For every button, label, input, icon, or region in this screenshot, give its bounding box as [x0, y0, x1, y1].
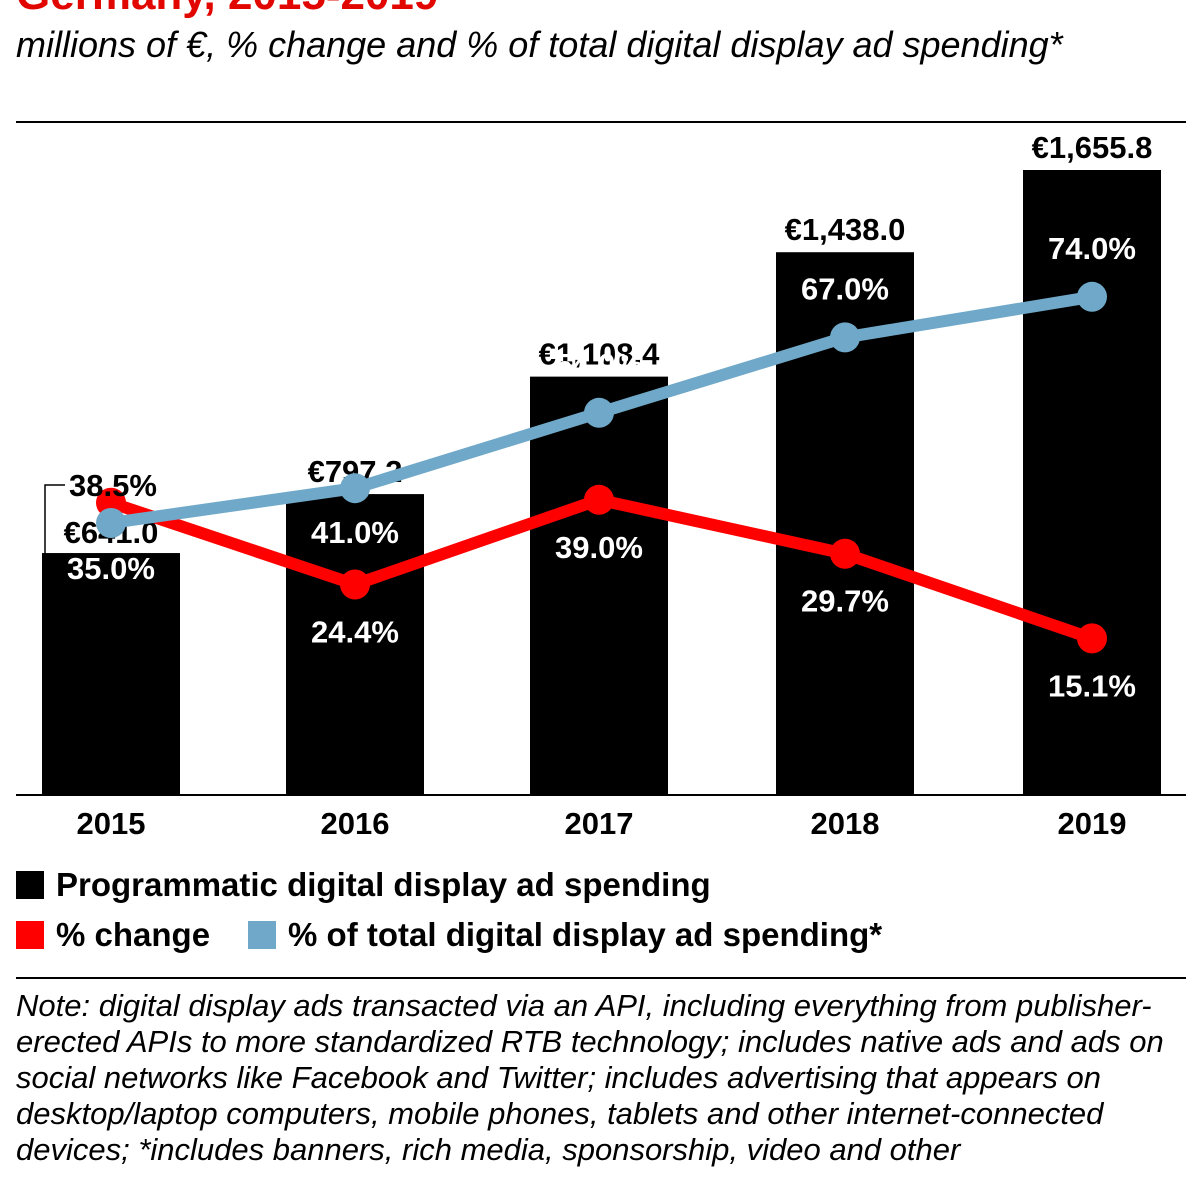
change-label-2016: 24.4%: [311, 614, 399, 649]
legend-swatch-share: [248, 921, 277, 949]
x-tick-label-2016: 2016: [321, 806, 390, 841]
top-divider: [16, 121, 1186, 123]
share-point-2017: [584, 397, 614, 428]
legend-swatch-change: [16, 921, 44, 949]
share-point-2018: [830, 322, 860, 353]
chart-subtitle: millions of €, % change and % of total d…: [16, 24, 1063, 65]
bottom-divider: [16, 977, 1186, 979]
bar-line-chart: €641.0€797.2€1,108.4€1,438.0€1,655.838.5…: [16, 130, 1186, 841]
legend-label-share: % of total digital display ad spending*: [288, 916, 883, 953]
change-leader-line-2015: [44, 484, 105, 568]
bar-2019: [1023, 170, 1161, 795]
share-label-2018: 67.0%: [801, 271, 889, 306]
change-point-2018: [830, 538, 860, 569]
change-label-2017: 39.0%: [555, 530, 643, 565]
share-label-2015: 35.0%: [67, 551, 155, 586]
bar-value-label-2018: €1,438.0: [785, 212, 906, 247]
bar-2016: [286, 494, 424, 795]
bar-2017: [530, 376, 668, 795]
share-label-2017: 54.0%: [555, 347, 643, 382]
legend-label-spending: Programmatic digital display ad spending: [56, 866, 711, 903]
legend-label-change: % change: [56, 916, 211, 953]
chart-title: Germany, 2015-2019: [16, 0, 438, 20]
share-label-2019: 74.0%: [1048, 231, 1136, 266]
footnote: Note: digital display ads transacted via…: [16, 988, 1164, 1167]
legend-item-share: % of total digital display ad spending*: [248, 916, 882, 954]
legend-row-2: % change % of total digital display ad s…: [16, 916, 920, 954]
x-tick-label-2018: 2018: [811, 806, 880, 841]
change-label-2018: 29.7%: [801, 584, 889, 619]
bar-2015: [42, 553, 180, 795]
change-label-2019: 15.1%: [1048, 668, 1136, 703]
share-point-2015: [96, 508, 126, 538]
legend-item-spending: Programmatic digital display ad spending: [16, 866, 711, 904]
share-point-2016: [340, 473, 370, 504]
x-tick-label-2019: 2019: [1058, 806, 1127, 841]
x-tick-label-2017: 2017: [565, 806, 634, 841]
change-label-2015: 38.5%: [69, 468, 157, 503]
change-point-2017: [584, 484, 614, 515]
legend-row-1: Programmatic digital display ad spending: [16, 866, 749, 904]
change-point-2019: [1077, 623, 1107, 654]
share-point-2019: [1077, 281, 1107, 312]
bar-value-label-2017: €1,108.4: [539, 337, 660, 372]
legend-swatch-spending: [16, 871, 44, 899]
change-point-2016: [340, 569, 370, 600]
share-label-2016: 41.0%: [311, 515, 399, 550]
x-tick-label-2015: 2015: [77, 806, 146, 841]
legend-item-change: % change: [16, 916, 210, 954]
bar-value-label-2019: €1,655.8: [1032, 130, 1153, 165]
